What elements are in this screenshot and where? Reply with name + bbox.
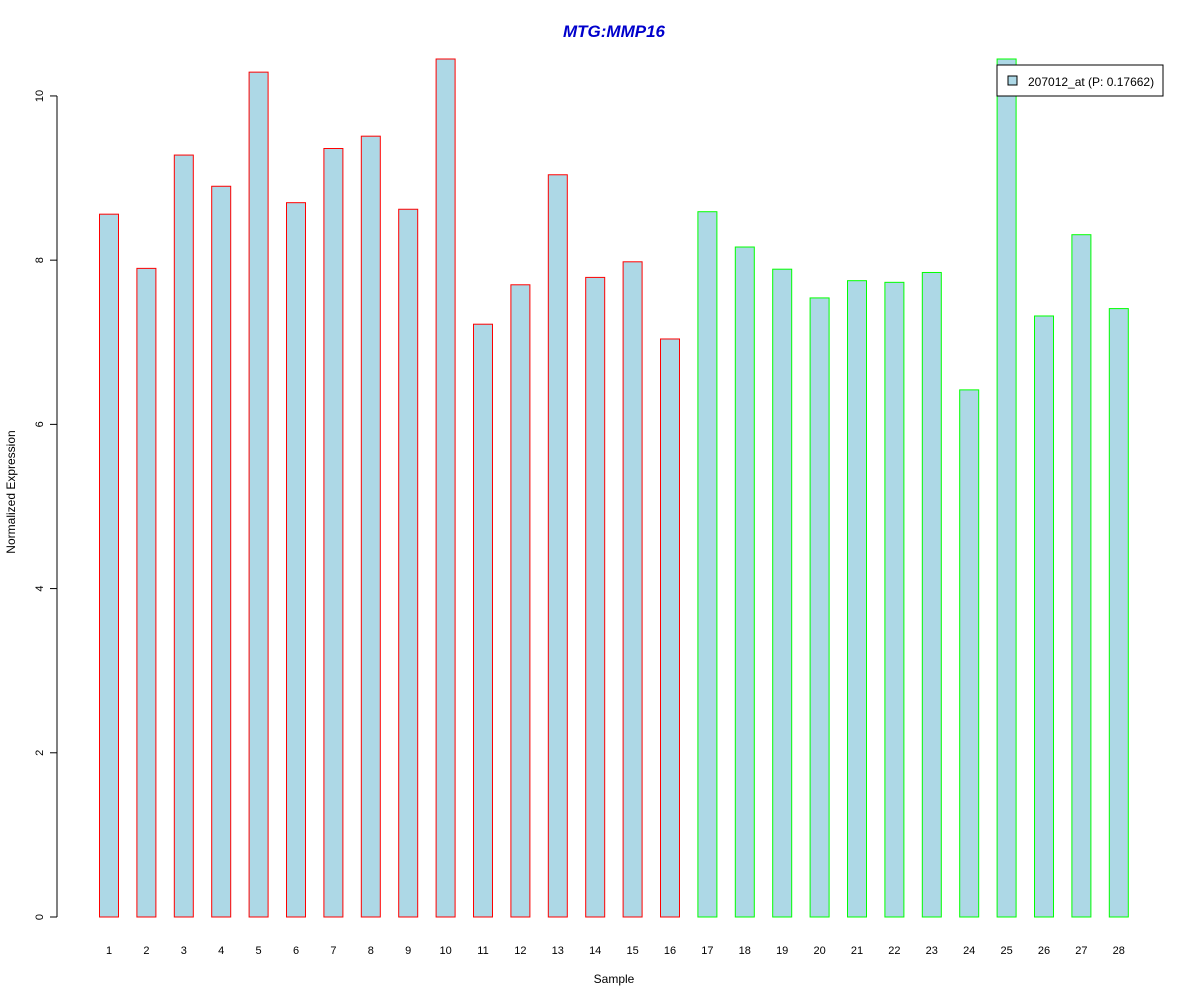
chart-title: MTG:MMP16 <box>563 22 666 41</box>
legend-box <box>996 64 1164 97</box>
bar-sample-18 <box>734 246 755 918</box>
bar-sample-3 <box>173 154 194 918</box>
bar-sample-6 <box>286 202 306 918</box>
x-tick-label: 11 <box>477 945 488 957</box>
bars <box>99 58 1129 918</box>
x-tick-label: 2 <box>143 945 149 957</box>
x-tick-label: 9 <box>405 945 411 957</box>
y-tick-label: 0 <box>34 914 46 920</box>
x-tick-label: 15 <box>626 945 638 957</box>
x-tick-label: 12 <box>514 945 526 957</box>
x-tick-label: 13 <box>552 945 564 957</box>
bar-sample-28 <box>1108 308 1129 918</box>
y-tick-label: 4 <box>34 586 46 592</box>
x-tick-label: 25 <box>1000 945 1012 957</box>
bar-sample-23 <box>921 271 942 918</box>
x-tick-label: 23 <box>926 945 938 957</box>
x-tick-label: 4 <box>218 945 224 957</box>
x-tick-label: 14 <box>589 945 601 957</box>
bar-sample-10 <box>435 58 456 918</box>
x-tick-label: 22 <box>888 945 900 957</box>
bar-sample-2 <box>136 267 157 918</box>
x-tick-label: 26 <box>1038 945 1050 957</box>
bar-sample-15 <box>622 261 643 918</box>
x-tick-label: 24 <box>963 945 975 957</box>
x-tick-label: 20 <box>813 945 825 957</box>
x-tick-label: 17 <box>701 945 713 957</box>
x-tick-label: 21 <box>851 945 863 957</box>
y-tick-label: 6 <box>34 421 46 427</box>
x-tick-label: 8 <box>368 945 374 957</box>
bar-sample-17 <box>697 211 718 918</box>
bar-sample-24 <box>959 389 980 918</box>
bar-sample-27 <box>1071 234 1092 918</box>
bar-sample-26 <box>1034 315 1054 918</box>
y-axis-title: Normalized Expression <box>4 430 18 553</box>
bar-sample-14 <box>585 276 606 918</box>
bar-sample-9 <box>398 208 419 918</box>
y-tick-label: 8 <box>34 257 46 263</box>
x-axis-title: Sample <box>594 972 635 986</box>
legend-swatch <box>1007 75 1018 86</box>
y-tick-label: 10 <box>34 90 46 102</box>
x-tick-label: 16 <box>664 945 676 957</box>
bar-sample-21 <box>847 280 867 918</box>
x-tick-label: 27 <box>1075 945 1087 957</box>
bar-sample-11 <box>473 323 493 918</box>
bar-sample-1 <box>99 213 119 918</box>
legend: 207012_at (P: 0.17662) <box>996 64 1164 97</box>
bar-sample-22 <box>884 281 905 918</box>
x-tick-label: 5 <box>256 945 262 957</box>
bar-sample-16 <box>660 338 680 918</box>
bar-sample-19 <box>772 268 793 918</box>
bar-sample-7 <box>323 147 344 918</box>
y-tick-label: 2 <box>34 750 46 756</box>
x-tick-label: 18 <box>739 945 751 957</box>
bar-sample-5 <box>248 71 269 918</box>
x-tick-label: 3 <box>181 945 187 957</box>
bar-sample-4 <box>211 185 232 918</box>
x-tick-labels: 1 2 3 4 5 6 7 8 9 10 11 12 13 14 15 16 17 18 19 20 21 22 23 24 2… <box>106 945 1125 957</box>
bar-sample-12 <box>510 284 531 918</box>
bar-sample-20 <box>809 297 830 918</box>
x-tick-label: 19 <box>776 945 788 957</box>
bar-sample-13 <box>547 174 568 918</box>
x-tick-label: 7 <box>330 945 336 957</box>
legend-label: 207012_at (P: 0.17662) <box>1028 75 1154 89</box>
y-axis: 0 2 4 6 8 10 <box>34 90 58 920</box>
x-tick-label: 10 <box>439 945 451 957</box>
bar-sample-25 <box>996 58 1017 918</box>
x-tick-label: 6 <box>293 945 299 957</box>
x-tick-label: 28 <box>1113 945 1125 957</box>
bar-sample-8 <box>360 135 381 918</box>
x-tick-label: 1 <box>106 945 112 957</box>
